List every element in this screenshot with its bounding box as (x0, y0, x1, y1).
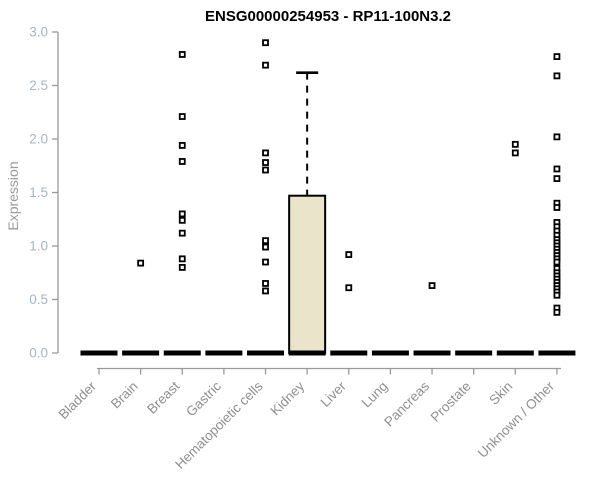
outlier-point (262, 149, 269, 157)
box-kidney (288, 194, 327, 354)
outlier-point (137, 259, 145, 267)
x-tick-label: Brain (108, 379, 141, 412)
median-bar (413, 350, 451, 356)
x-tick-label: Breast (144, 378, 182, 416)
outlier-point (178, 158, 186, 165)
outlier-point (178, 142, 186, 149)
outlier-point (553, 72, 561, 80)
outlier-point (262, 61, 269, 69)
outlier-point (553, 133, 561, 141)
x-tick-label: Unknown / Other (475, 378, 558, 461)
x-tick-label: Prostate (428, 379, 474, 425)
outlier-point (262, 280, 269, 287)
outlier-point (178, 210, 186, 218)
outlier-point (262, 39, 269, 47)
y-tick-label: 1.0 (29, 239, 48, 254)
x-tick-label: Liver (318, 378, 350, 410)
x-tick-label: Kidney (267, 378, 307, 418)
outlier-point (178, 216, 186, 224)
x-tick-label: Skin (486, 379, 515, 408)
median-bar (496, 350, 534, 356)
outlier-point (262, 243, 269, 251)
y-tick-label: 2.5 (29, 78, 48, 93)
y-tick-label: 2.0 (29, 132, 48, 147)
outlier-point (553, 291, 561, 299)
x-tick-label: Lung (359, 379, 391, 411)
x-tick-label: Pancreas (381, 378, 432, 429)
outlier-point (262, 258, 269, 266)
outlier-point (262, 159, 269, 166)
median-bar (80, 350, 118, 356)
chart-title: ENSG00000254953 - RP11-100N3.2 (204, 8, 451, 25)
y-tick-label: 1.5 (29, 185, 48, 200)
outlier-point (553, 204, 561, 211)
outlier-point (262, 287, 269, 295)
outlier-point (262, 237, 269, 245)
outlier-point (553, 165, 561, 173)
y-tick-label: 0.5 (29, 292, 48, 307)
y-tick-label: 3.0 (29, 25, 48, 40)
median-bar (455, 350, 493, 356)
median-bar (163, 350, 201, 356)
outlier-point (553, 258, 561, 266)
y-tick-label: 0.0 (29, 346, 48, 361)
outlier-point (428, 282, 436, 289)
median-bar (205, 350, 243, 356)
outlier-point (178, 229, 186, 237)
x-tick-label: Bladder (56, 378, 100, 422)
median-bar (538, 350, 576, 356)
outlier-point (553, 53, 561, 61)
median-bar (247, 350, 285, 356)
outlier-point (345, 251, 353, 258)
outlier-point (553, 308, 561, 316)
x-tick-label: Gastric (183, 378, 224, 419)
median-bar (330, 350, 368, 356)
outlier-point (511, 140, 519, 148)
y-axis-title: Expression (5, 161, 21, 231)
median-bar (288, 350, 326, 356)
outlier-point (178, 113, 186, 120)
outlier-point (178, 51, 186, 58)
median-bar (371, 350, 409, 356)
outlier-point (178, 263, 186, 271)
outlier-point (345, 284, 353, 292)
outlier-point (511, 149, 519, 157)
outlier-point (553, 175, 561, 182)
outlier-point (178, 255, 186, 263)
median-bar (122, 350, 160, 356)
outlier-point (262, 166, 269, 174)
